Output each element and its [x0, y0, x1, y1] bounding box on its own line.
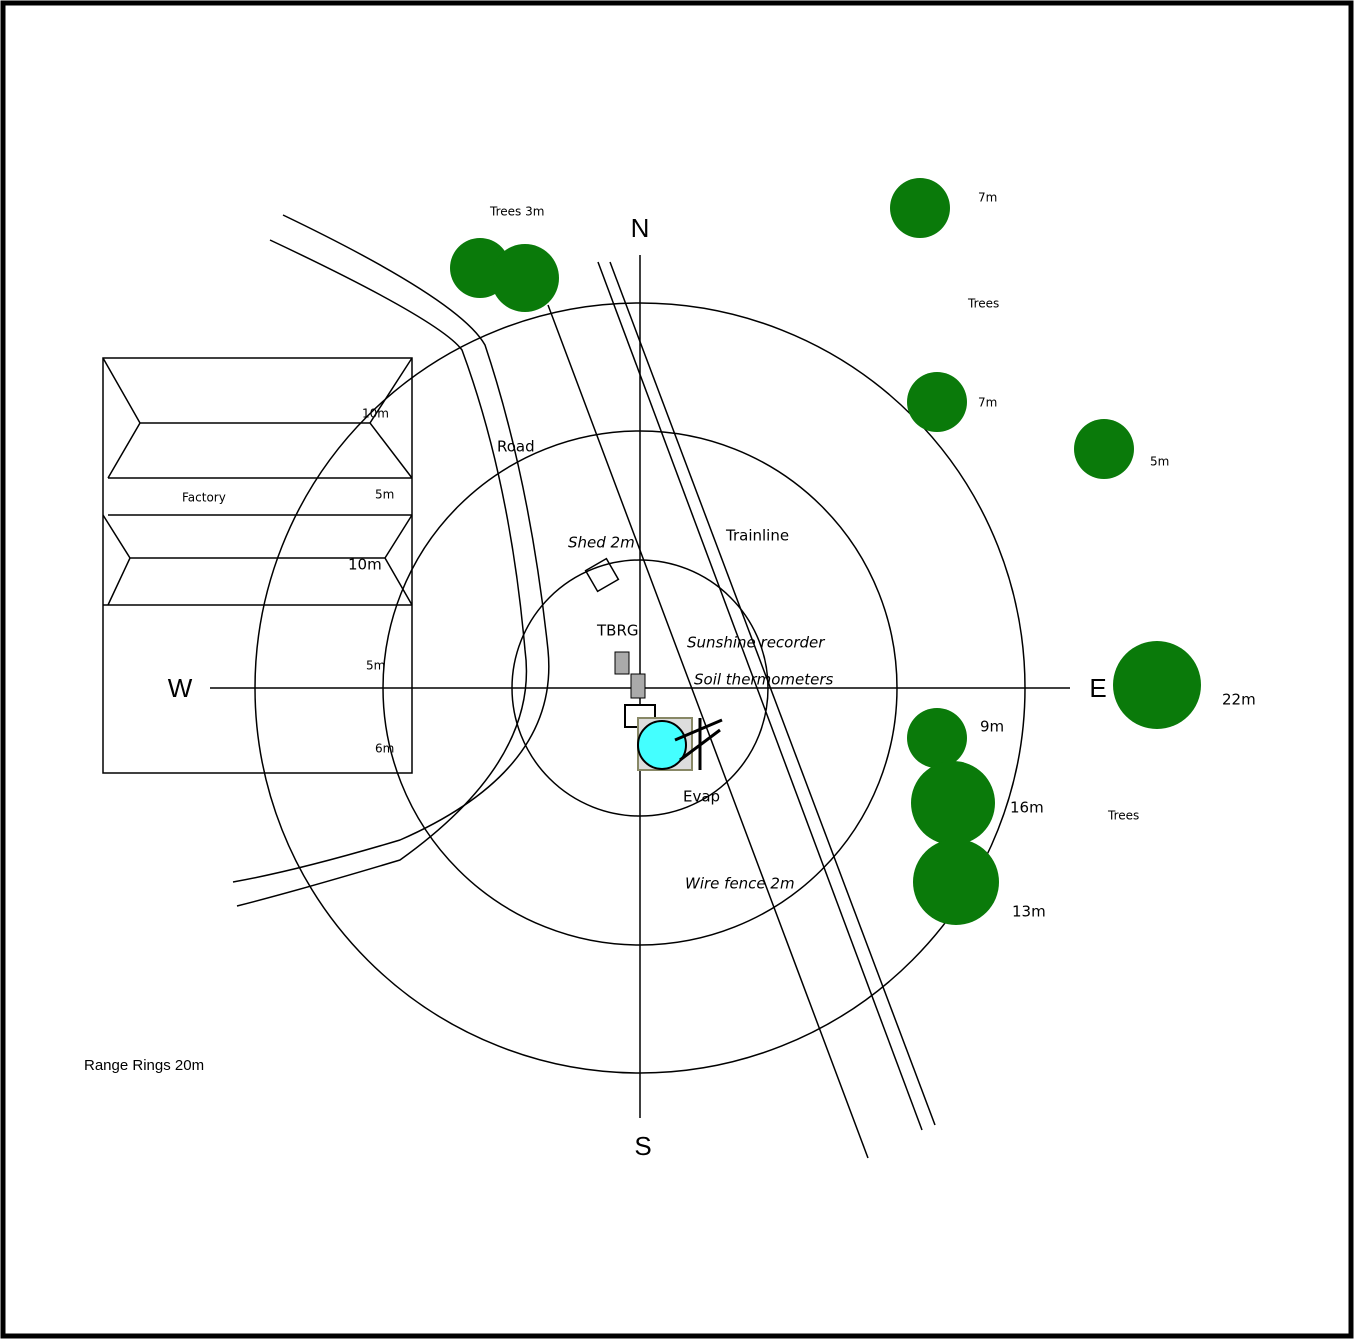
- label: Sunshine recorder: [687, 634, 825, 652]
- label: 22m: [1222, 691, 1256, 709]
- label: 5m: [1150, 455, 1169, 469]
- south: S: [634, 1131, 651, 1161]
- shed: [584, 557, 620, 593]
- label: 7m: [978, 191, 997, 205]
- trainline: [597, 261, 936, 1131]
- label: Factory: [182, 491, 226, 505]
- label: 5m: [375, 488, 394, 502]
- label: Road: [497, 438, 535, 456]
- label: Trees 3m: [489, 205, 544, 219]
- label: Trees: [1107, 809, 1139, 823]
- label: TBRG: [596, 622, 639, 640]
- north: N: [631, 213, 650, 243]
- label: Shed 2m: [568, 534, 635, 552]
- instruments: [614, 651, 723, 771]
- wire-fence: [547, 304, 869, 1159]
- label: Wire fence 2m: [685, 875, 795, 893]
- west: W: [168, 673, 193, 703]
- label: Evap: [683, 788, 720, 806]
- label: 16m: [1010, 799, 1044, 817]
- road: [232, 214, 550, 907]
- label: 10m: [362, 407, 389, 421]
- label: 10m: [348, 556, 382, 574]
- factory: [102, 357, 413, 774]
- label: 5m: [366, 659, 385, 673]
- label: 9m: [980, 718, 1004, 736]
- label: Trainline: [725, 527, 789, 545]
- trees: [450, 178, 1201, 925]
- label: Trees: [967, 297, 999, 311]
- east: E: [1089, 673, 1106, 703]
- label: Soil thermometers: [694, 671, 833, 689]
- label: 7m: [978, 396, 997, 410]
- range-rings-label: Range Rings 20m: [84, 1057, 204, 1074]
- label: 13m: [1012, 903, 1046, 921]
- label: 6m: [375, 742, 394, 756]
